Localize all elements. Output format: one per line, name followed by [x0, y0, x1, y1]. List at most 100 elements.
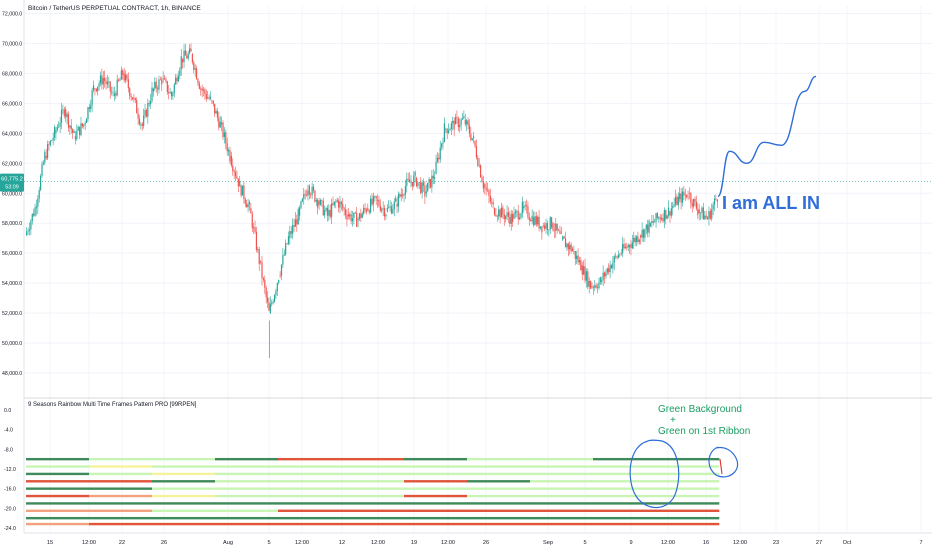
- ribbon-segment: [593, 522, 657, 526]
- candle-body: [58, 126, 60, 128]
- candle-body: [602, 272, 604, 281]
- candle-body: [342, 203, 344, 209]
- ribbon-segment: [656, 502, 720, 505]
- candle-body: [66, 113, 68, 118]
- candle-body: [493, 208, 496, 215]
- candle-body: [388, 207, 390, 209]
- candle-body: [584, 266, 586, 281]
- price-tick-label: 52,000.0: [2, 311, 22, 317]
- candle-body: [553, 230, 555, 231]
- candle-body: [333, 201, 336, 205]
- ribbon-segment: [530, 465, 594, 468]
- ribbon-segment: [215, 480, 279, 483]
- candle-body: [198, 83, 200, 89]
- candle-body: [642, 229, 645, 238]
- ribbon-segment: [530, 480, 594, 483]
- candle-body: [411, 182, 413, 187]
- candle-body: [137, 113, 139, 119]
- time-tick-label: Sep: [543, 540, 553, 546]
- candle-body: [31, 213, 33, 221]
- candle-body: [251, 213, 253, 229]
- candle-body: [264, 279, 266, 288]
- candle-body: [410, 182, 412, 183]
- ribbon-segment: [215, 522, 279, 526]
- ribbon-segment: [26, 480, 90, 483]
- time-tick-label: 12: [339, 540, 345, 546]
- candle-body: [478, 165, 480, 166]
- candle-body: [241, 185, 244, 196]
- candle-body: [273, 295, 276, 302]
- candle-body: [363, 208, 365, 214]
- ribbon-segment: [89, 465, 153, 468]
- candle-body: [177, 75, 180, 82]
- candle-body: [209, 96, 212, 99]
- candle-body: [365, 209, 368, 212]
- candle-body: [585, 271, 588, 281]
- candle-body: [51, 140, 53, 142]
- price-tick-label: 62,000.0: [2, 161, 22, 167]
- candle-body: [438, 157, 440, 160]
- ribbon-segment: [26, 487, 90, 490]
- candle-body: [117, 79, 120, 81]
- candle-body: [595, 285, 597, 288]
- ribbon-segment: [404, 494, 468, 498]
- time-tick-label: 9: [629, 540, 632, 546]
- candle-body: [172, 93, 174, 96]
- candle-body: [393, 201, 395, 210]
- ribbon-segment: [593, 516, 657, 520]
- candle-body: [482, 182, 484, 189]
- candle-body: [260, 260, 262, 263]
- candle-body: [265, 287, 267, 298]
- candle-body: [303, 193, 305, 199]
- candle-body: [571, 248, 574, 252]
- candle-body: [615, 256, 617, 257]
- candle-body: [48, 144, 50, 145]
- indicator-tick-label: -20.0: [4, 506, 16, 512]
- candle-body: [87, 107, 89, 119]
- indicator-tick-label: -4.0: [4, 428, 13, 434]
- candle-body: [33, 213, 35, 216]
- candle-body: [262, 278, 264, 280]
- candle-body: [467, 120, 469, 126]
- candle-body: [155, 81, 157, 89]
- candle-body: [647, 224, 649, 233]
- ribbon-segment: [89, 502, 153, 505]
- candle-body: [712, 204, 714, 210]
- price-y-axis: 72,000.0 70,000.0 68,000.0 66,000.0 64,000.0…: [2, 11, 22, 377]
- ribbon-segment: [341, 487, 405, 490]
- candle-body: [269, 303, 271, 314]
- candle-body: [325, 207, 327, 211]
- ribbon-segment: [593, 502, 657, 505]
- candle-body: [697, 208, 699, 215]
- candle-body: [337, 200, 340, 208]
- candle-body: [219, 121, 221, 128]
- candle-body: [551, 217, 553, 228]
- candle-body: [168, 92, 170, 94]
- candle-body: [215, 111, 217, 114]
- candle-body: [297, 209, 299, 225]
- candle-body: [556, 223, 558, 231]
- candle-body: [292, 225, 294, 234]
- candle-body: [662, 218, 664, 222]
- candle-body: [624, 246, 627, 249]
- candle-body: [268, 302, 270, 311]
- candle-body: [115, 93, 117, 96]
- time-tick-label: Oct: [843, 540, 852, 546]
- candle-body: [340, 201, 342, 204]
- ribbon-segment: [656, 494, 720, 498]
- candle-body: [486, 189, 489, 191]
- candle-body: [525, 205, 528, 207]
- candle-body: [201, 88, 203, 91]
- candle-body: [55, 129, 57, 134]
- candle-body: [667, 207, 670, 216]
- ribbon-segment: [152, 465, 216, 468]
- projection-curve: [717, 75, 817, 197]
- candle-body: [454, 117, 457, 125]
- candle-body: [392, 209, 394, 214]
- candle-body: [197, 79, 199, 84]
- candle-body: [130, 96, 132, 98]
- candle-body: [408, 179, 411, 183]
- candle-body: [301, 198, 303, 202]
- candle-body: [53, 127, 56, 138]
